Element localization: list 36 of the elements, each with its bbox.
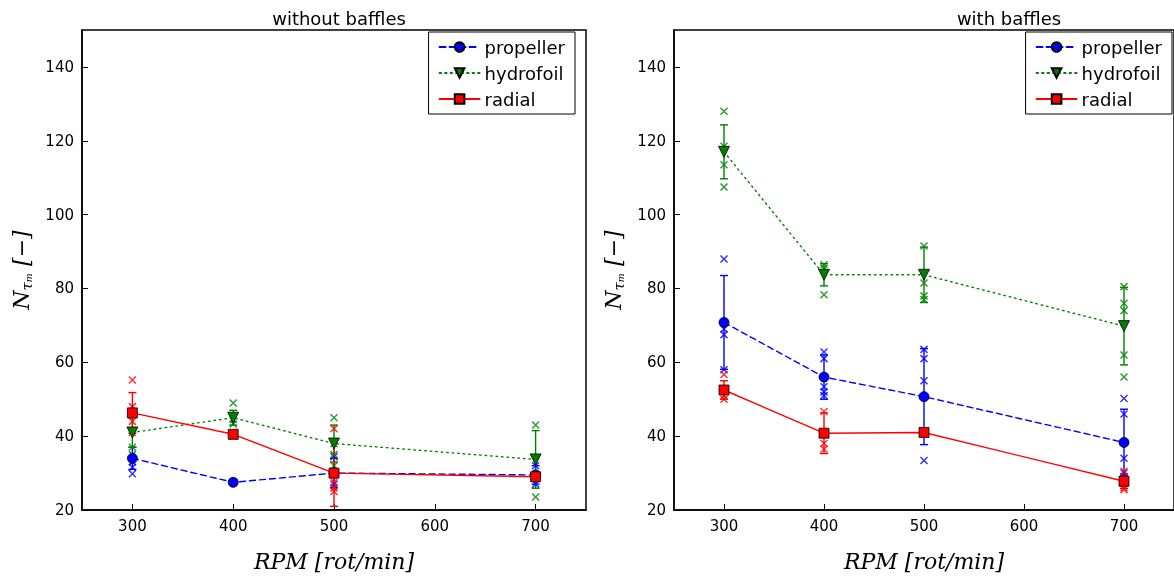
x-tick-label: 500 xyxy=(319,516,349,535)
x-tick-label: 300 xyxy=(709,516,739,535)
x-tick-label: 400 xyxy=(809,516,839,535)
x-tick-label: 300 xyxy=(118,516,147,535)
legend-label: hydrofoil xyxy=(1081,62,1161,84)
x-tick-label: 400 xyxy=(218,516,248,535)
y-tick-label: 20 xyxy=(646,501,666,519)
y-tick-label: 140 xyxy=(637,57,666,76)
y-tick-label: 120 xyxy=(637,131,666,150)
y-tick-label: 100 xyxy=(45,205,74,224)
chart-title: without baffles xyxy=(272,7,406,29)
x-tick-label: 600 xyxy=(1009,516,1039,535)
y-tick-label: 40 xyxy=(646,427,666,446)
y-axis-title: Nτₘ [−] xyxy=(9,229,36,311)
chart-title: with baffles xyxy=(956,7,1062,29)
x-tick-label: 700 xyxy=(1109,516,1139,535)
legend-label: hydrofoil xyxy=(484,62,564,84)
y-tick-label: 60 xyxy=(646,353,666,372)
x-tick-label: 500 xyxy=(909,516,939,535)
y-tick-label: 20 xyxy=(54,501,74,519)
y-axis-title: Nτₘ [−] xyxy=(601,229,628,311)
x-tick-label: 700 xyxy=(521,516,550,535)
x-axis-title: RPM [rot/min] xyxy=(252,548,415,574)
legend-label: propeller xyxy=(484,36,566,58)
legend-label: propeller xyxy=(1081,36,1163,58)
legend-label: radial xyxy=(1081,88,1133,110)
y-tick-label: 40 xyxy=(54,427,74,446)
y-tick-label: 140 xyxy=(45,57,74,76)
y-tick-label: 120 xyxy=(45,131,74,150)
legend-label: radial xyxy=(484,88,536,110)
y-tick-label: 60 xyxy=(54,353,74,372)
y-tick-label: 80 xyxy=(646,279,666,298)
y-tick-label: 100 xyxy=(637,205,666,224)
y-tick-label: 80 xyxy=(54,279,74,298)
x-tick-label: 600 xyxy=(420,516,450,535)
x-axis-title: RPM [rot/min] xyxy=(842,548,1005,574)
